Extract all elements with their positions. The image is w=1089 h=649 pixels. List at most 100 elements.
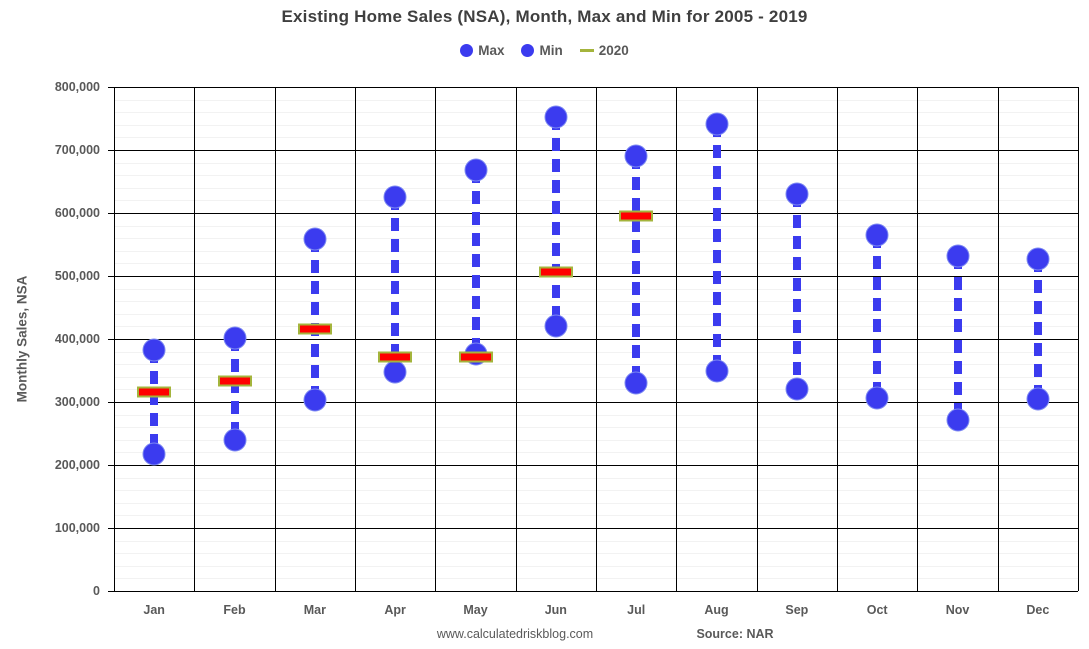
- range-line-nov: [953, 255, 962, 421]
- y-axis-tick-label: 0: [93, 584, 100, 598]
- max-point-mar: [303, 227, 327, 251]
- column-border-line: [596, 87, 597, 591]
- max-point-nov: [946, 244, 969, 268]
- min-point-oct: [865, 386, 889, 410]
- x-axis-tick-label-may: May: [463, 603, 488, 617]
- 2020-legend-marker-icon: [579, 48, 594, 52]
- x-axis-tick-label-jul: Jul: [627, 603, 646, 617]
- major-gridline: [114, 591, 1078, 592]
- column-border-line: [837, 87, 838, 591]
- legend-label-min: Min: [539, 42, 563, 58]
- min-point-mar: [303, 388, 327, 412]
- max-legend-marker-icon: [460, 43, 474, 57]
- marker-2020-jan: [137, 386, 172, 398]
- y-axis-tick-label: 500,000: [54, 269, 100, 283]
- legend-label-max: Max: [478, 42, 505, 58]
- column-border-line: [1078, 87, 1079, 591]
- range-line-apr: [391, 197, 400, 373]
- max-point-apr: [383, 185, 407, 209]
- legend-label-2020: 2020: [598, 42, 629, 58]
- x-axis-tick-label-jun: Jun: [544, 603, 567, 617]
- x-axis-tick-label-oct: Oct: [866, 603, 888, 617]
- chart-title: Existing Home Sales (NSA), Month, Max an…: [281, 7, 808, 26]
- min-point-jun: [544, 314, 568, 338]
- min-point-jan: [142, 442, 166, 466]
- min-point-aug: [705, 359, 728, 382]
- range-line-jun: [551, 117, 560, 326]
- range-line-sep: [792, 194, 801, 390]
- column-border-line: [114, 87, 115, 591]
- max-point-dec: [1026, 247, 1050, 271]
- column-border-line: [194, 87, 196, 591]
- x-axis-tick-label-jan: Jan: [143, 603, 165, 617]
- column-border-line: [997, 87, 999, 591]
- x-axis-tick-label-mar: Mar: [303, 603, 326, 617]
- min-point-apr: [383, 360, 407, 384]
- x-axis-tick-label-aug: Aug: [704, 603, 729, 617]
- min-point-sep: [785, 377, 809, 401]
- min-point-jul: [624, 371, 648, 395]
- min-point-nov: [946, 408, 969, 432]
- column-border-line: [274, 87, 276, 591]
- column-border-line: [676, 87, 678, 591]
- range-line-jan: [150, 349, 159, 455]
- x-axis-tick-label-sep: Sep: [785, 603, 809, 617]
- max-point-aug: [705, 112, 728, 136]
- y-axis-tick-mark: [108, 528, 114, 529]
- legend-item-max: Max: [460, 43, 504, 58]
- marker-2020-jun: [538, 266, 573, 278]
- max-point-jul: [624, 144, 648, 168]
- max-point-oct: [865, 223, 889, 247]
- range-line-may: [471, 170, 480, 355]
- range-line-dec: [1033, 258, 1042, 399]
- range-line-oct: [873, 235, 882, 398]
- range-line-mar: [310, 238, 319, 401]
- column-border-line: [917, 87, 919, 591]
- y-axis-tick-mark: [108, 87, 114, 88]
- website-credit: www.calculatedriskblog.com: [436, 627, 594, 641]
- column-border-line: [435, 87, 437, 591]
- source-credit: Source: NAR: [696, 627, 774, 641]
- max-point-feb: [223, 326, 246, 350]
- marker-2020-apr: [378, 351, 413, 363]
- x-axis-tick-label-dec: Dec: [1026, 603, 1050, 617]
- range-line-aug: [712, 123, 721, 371]
- min-legend-marker-icon: [521, 43, 535, 57]
- max-point-jan: [142, 338, 166, 362]
- x-axis-tick-label-apr: Apr: [384, 603, 406, 617]
- y-axis-tick-mark: [108, 591, 114, 592]
- max-point-may: [464, 158, 487, 182]
- y-axis-tick-label: 400,000: [54, 332, 100, 346]
- max-point-sep: [785, 182, 809, 206]
- y-axis-tick-label: 300,000: [54, 395, 100, 409]
- y-axis-tick-mark: [108, 276, 114, 277]
- legend: Max Min 2020: [0, 41, 1089, 59]
- column-border-line: [515, 87, 517, 591]
- y-axis-tick-label: 200,000: [54, 458, 100, 472]
- min-point-feb: [223, 428, 246, 452]
- y-axis-tick-mark: [108, 150, 114, 151]
- min-point-dec: [1026, 387, 1050, 411]
- y-axis-tick-label: 600,000: [54, 206, 100, 220]
- range-line-feb: [230, 337, 239, 441]
- y-axis-tick-label: 100,000: [54, 521, 100, 535]
- marker-2020-jul: [619, 210, 654, 222]
- range-line-jul: [632, 156, 641, 384]
- y-axis-tick-mark: [108, 213, 114, 214]
- marker-2020-may: [458, 351, 493, 363]
- max-point-jun: [544, 105, 568, 129]
- legend-item-2020: 2020: [579, 42, 629, 58]
- legend-item-min: Min: [521, 42, 563, 58]
- x-axis-tick-label-nov: Nov: [945, 603, 970, 617]
- x-axis-tick-label-feb: Feb: [223, 603, 246, 617]
- marker-2020-mar: [297, 323, 332, 335]
- y-axis-tick-mark: [108, 465, 114, 466]
- column-border-line: [756, 87, 758, 591]
- column-border-line: [355, 87, 356, 591]
- marker-2020-feb: [217, 375, 252, 387]
- y-axis-tick-mark: [108, 339, 114, 340]
- y-axis-tick-label: 700,000: [54, 143, 100, 157]
- y-axis-tick-mark: [108, 402, 114, 403]
- y-axis-tick-label: 800,000: [54, 80, 100, 94]
